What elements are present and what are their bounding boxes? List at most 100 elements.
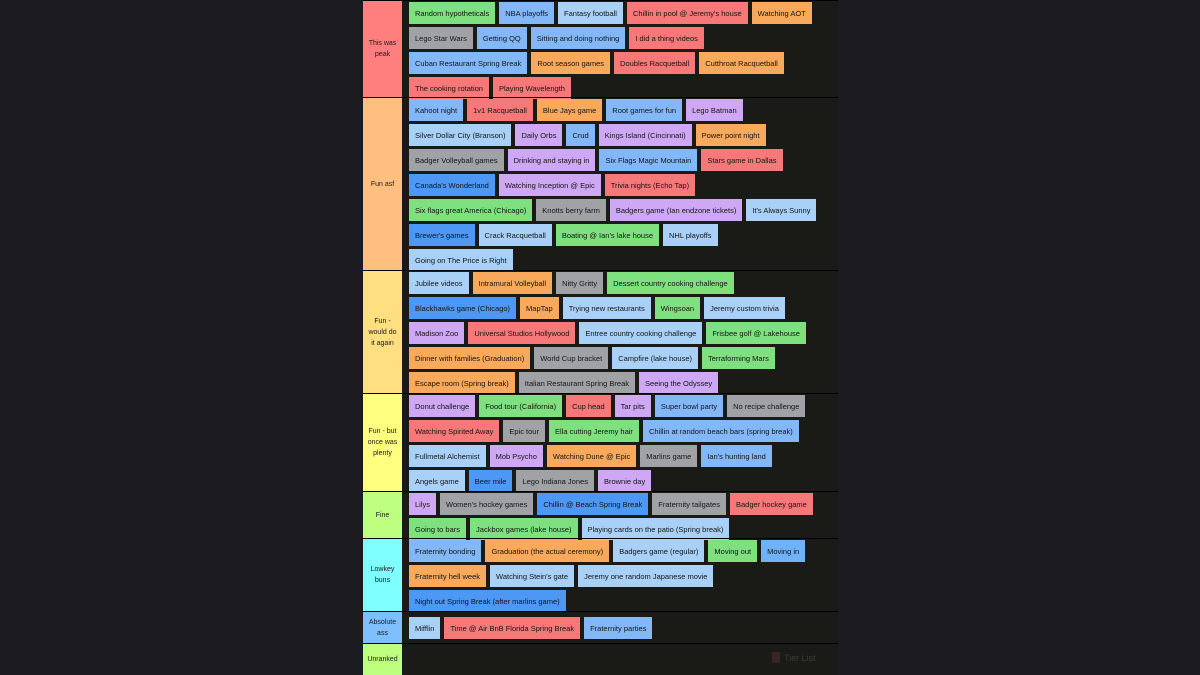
tier-item[interactable]: Italian Restaurant Spring Break	[518, 372, 636, 394]
tier-item[interactable]: Knotts berry farm	[536, 199, 606, 221]
tier-item[interactable]: Watching Spirited Away	[409, 420, 500, 442]
tier-item[interactable]: Brownie day	[597, 470, 652, 492]
tier-item[interactable]: Lego Batman	[686, 99, 743, 121]
tier-label[interactable]: Absolute ass	[363, 612, 402, 643]
tier-item[interactable]: Fullmetal Alchemist	[409, 445, 486, 467]
tier-item[interactable]: Watching AOT	[751, 2, 812, 24]
tier-item[interactable]: Badger Volleyball games	[409, 149, 504, 171]
tier-item[interactable]: NHL playoffs	[663, 224, 718, 246]
tier-item[interactable]: Dinner with families (Graduation)	[409, 347, 531, 369]
tier-item[interactable]: Super bowl party	[654, 395, 724, 417]
tier-item[interactable]: Fraternity tailgates	[652, 493, 726, 515]
tier-item[interactable]: Lego Star Wars	[409, 27, 473, 49]
tier-item[interactable]: Playing Wavelength	[492, 77, 571, 99]
tier-item[interactable]: NBA playoffs	[499, 2, 555, 24]
tier-label[interactable]: Fun asf	[363, 98, 402, 270]
tier-item[interactable]: 1v1 Racquetball	[467, 99, 533, 121]
tier-label[interactable]: Lowkey buns	[363, 539, 402, 611]
tier-item[interactable]: Cuban Restaurant Spring Break	[409, 52, 528, 74]
tier-item[interactable]: Watching Inception @ Epic	[498, 174, 601, 196]
tier-item[interactable]: Marlins game	[640, 445, 698, 467]
tier-item[interactable]: Badger hockey game	[729, 493, 813, 515]
tier-item[interactable]: Cup head	[566, 395, 611, 417]
tier-item[interactable]: Night out Spring Break (after marlins ga…	[409, 590, 566, 612]
tier-item[interactable]: MapTap	[520, 297, 559, 319]
tier-item[interactable]: Ella cutting Jeremy hair	[548, 420, 639, 442]
tier-item[interactable]: Cutthroat Racquetball	[699, 52, 784, 74]
tier-item[interactable]: Fraternity parties	[584, 617, 653, 639]
tier-item[interactable]: Silver Dollar City (Branson)	[409, 124, 512, 146]
tier-label[interactable]: Unranked	[363, 644, 402, 675]
tier-item[interactable]: Campfire (lake house)	[612, 347, 698, 369]
tier-item[interactable]: Going on The Price is Right	[409, 249, 513, 271]
tier-item[interactable]: Fraternity hell week	[409, 565, 487, 587]
tier-label[interactable]: This was peak	[363, 1, 402, 97]
tier-item[interactable]: No recipe challenge	[727, 395, 806, 417]
tier-item[interactable]: Universal Studios Hollywood	[468, 322, 576, 344]
tier-item[interactable]: Brewer's games	[409, 224, 475, 246]
tier-item[interactable]: Fraternity bonding	[409, 540, 482, 562]
tier-item[interactable]: Chillin @ Beach Spring Break	[537, 493, 649, 515]
tier-item[interactable]: I did a thing videos	[629, 27, 704, 49]
tier-item[interactable]: Canada's Wonderland	[409, 174, 495, 196]
tier-item[interactable]: Root games for fun	[606, 99, 683, 121]
tier-item[interactable]: Watching Dune @ Epic	[546, 445, 637, 467]
tier-item[interactable]: Crud	[566, 124, 595, 146]
tier-item[interactable]: Watching Stein's gate	[490, 565, 575, 587]
tier-item[interactable]: Sitting and doing nothing	[530, 27, 626, 49]
tier-label[interactable]: Fun - but once was plenty	[363, 394, 402, 491]
tier-item[interactable]: Chillin in pool @ Jeremy's house	[626, 2, 748, 24]
tier-item[interactable]: Jubilee videos	[409, 272, 469, 294]
tier-item[interactable]: Drinking and staying in	[507, 149, 596, 171]
tier-item[interactable]: Donut challenge	[409, 395, 476, 417]
tier-item[interactable]: Badgers game (regular)	[613, 540, 705, 562]
tier-item[interactable]: Angels game	[409, 470, 465, 492]
tier-item[interactable]: Mob Psycho	[489, 445, 543, 467]
tier-item[interactable]: Jackbox games (lake house)	[470, 518, 578, 540]
tier-item[interactable]: Frisbee golf @ Lakehouse	[706, 322, 806, 344]
tier-item[interactable]: Lego Indiana Jones	[516, 470, 594, 492]
tier-item[interactable]: Kahoot night	[409, 99, 464, 121]
tier-item[interactable]: Lilys	[409, 493, 437, 515]
tier-item[interactable]: The cooking rotation	[409, 77, 489, 99]
tier-item[interactable]: Boating @ Ian's lake house	[555, 224, 660, 246]
tier-item[interactable]: Wingsoan	[654, 297, 701, 319]
tier-item[interactable]: Beer mile	[468, 470, 513, 492]
tier-item[interactable]: Getting QQ	[476, 27, 527, 49]
tier-item[interactable]: Escape room (Spring break)	[409, 372, 515, 394]
tier-item[interactable]: Seeing the Odyssey	[639, 372, 719, 394]
tier-item[interactable]: It's Always Sunny	[746, 199, 817, 221]
tier-item[interactable]: Graduation (the actual ceremony)	[485, 540, 610, 562]
tier-item[interactable]: Ian's hunting land	[701, 445, 772, 467]
tier-item[interactable]: Badgers game (Ian endzone tickets)	[609, 199, 743, 221]
tier-item[interactable]: Going to bars	[409, 518, 467, 540]
tier-item[interactable]: Crack Racquetball	[478, 224, 552, 246]
tier-item[interactable]: Daily Orbs	[515, 124, 563, 146]
tier-item[interactable]: Fantasy football	[558, 2, 623, 24]
tier-item[interactable]: Six Flags Magic Mountain	[599, 149, 698, 171]
tier-item[interactable]: Epic tour	[503, 420, 545, 442]
tier-item[interactable]: Doubles Racquetball	[614, 52, 696, 74]
tier-item[interactable]: Entree country cooking challenge	[579, 322, 703, 344]
tier-item[interactable]: Six flags great America (Chicago)	[409, 199, 533, 221]
tier-item[interactable]: Moving out	[708, 540, 758, 562]
tier-item[interactable]: Blue Jays game	[536, 99, 603, 121]
tier-item[interactable]: Tar pits	[614, 395, 651, 417]
tier-item[interactable]: Intramural Volleyball	[472, 272, 553, 294]
tier-item[interactable]: Stars game in Dallas	[701, 149, 783, 171]
tier-label[interactable]: Fun - would do it again	[363, 271, 402, 393]
tier-item[interactable]: Kings Island (Cincinnati)	[598, 124, 692, 146]
tier-item[interactable]: Women's hockey games	[440, 493, 534, 515]
tier-item[interactable]: Playing cards on the patio (Spring break…	[581, 518, 730, 540]
tier-item[interactable]: Blackhawks game (Chicago)	[409, 297, 517, 319]
tier-item[interactable]: Food tour (California)	[479, 395, 563, 417]
tier-item[interactable]: Jeremy one random Japanese movie	[578, 565, 714, 587]
tier-item[interactable]: Nitty Gritty	[556, 272, 604, 294]
tier-item[interactable]: Mifflin	[409, 617, 441, 639]
tier-item[interactable]: Chillin at random beach bars (spring bre…	[642, 420, 799, 442]
tier-item[interactable]: Jeremy custom trivia	[704, 297, 785, 319]
tier-label[interactable]: Fine	[363, 492, 402, 538]
tier-item[interactable]: Moving in	[761, 540, 806, 562]
tier-item[interactable]: Trying new restaurants	[562, 297, 651, 319]
tier-item[interactable]: Time @ Air BnB Florida Spring Break	[444, 617, 581, 639]
